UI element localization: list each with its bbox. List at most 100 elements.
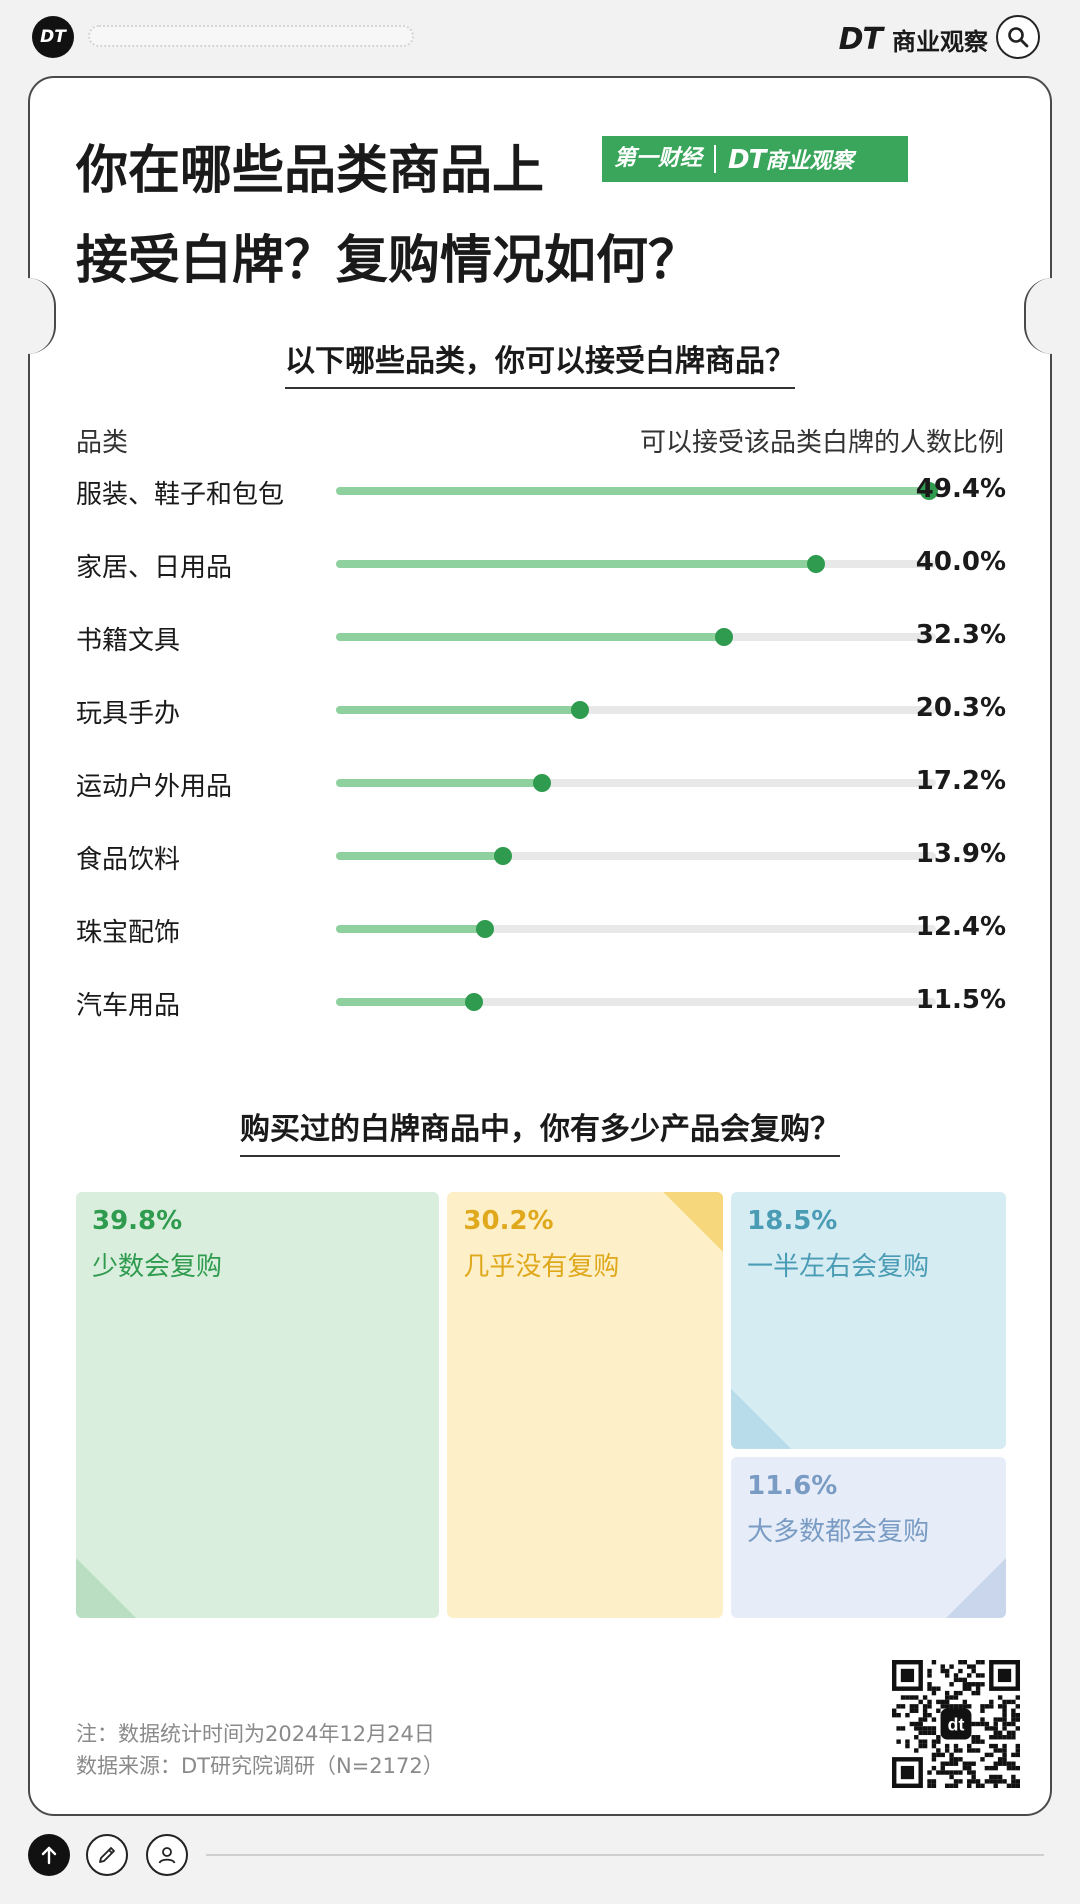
bar-row: 食品饮料 13.9% xyxy=(76,835,1006,875)
badge-yicai: 第一财经 xyxy=(602,145,717,173)
bar-fill xyxy=(336,487,929,495)
bar-fill xyxy=(336,998,474,1006)
bar-end-dot xyxy=(465,993,483,1011)
infographic-card: 你在哪些品类商品上 接受白牌？复购情况如何？ 第一财经 DT商业观察 以下哪些品… xyxy=(28,76,1052,1816)
edit-button[interactable] xyxy=(86,1834,128,1876)
bar-fill xyxy=(336,706,580,714)
bar-track xyxy=(336,701,936,719)
bar-track xyxy=(336,555,936,573)
card-notch-left xyxy=(28,278,56,354)
section1-title: 以下哪些品类，你可以接受白牌商品？ xyxy=(30,336,1050,389)
brand-name: 商业观察 xyxy=(892,28,988,56)
bar-fill xyxy=(336,852,503,860)
bar-value-label: 13.9% xyxy=(915,839,1006,869)
search-icon xyxy=(1008,27,1029,48)
bottom-bar xyxy=(0,1834,1080,1904)
bar-row: 服装、鞋子和包包 49.4% xyxy=(76,470,1006,510)
treemap-category-label: 一半左右会复购 xyxy=(747,1252,930,1282)
card-notch-right xyxy=(1024,278,1052,354)
bar-category-label: 服装、鞋子和包包 xyxy=(76,480,285,510)
top-progress-pill xyxy=(88,25,414,47)
bar-value-label: 11.5% xyxy=(915,985,1006,1015)
bar-fill xyxy=(336,779,543,787)
bar-row: 汽车用品 11.5% xyxy=(76,981,1006,1021)
bar-category-label: 汽车用品 xyxy=(76,991,181,1021)
bar-track xyxy=(336,993,936,1011)
badge-dt-name: 商业观察 xyxy=(765,149,854,174)
bar-track xyxy=(336,847,936,865)
bar-row: 珠宝配饰 12.4% xyxy=(76,908,1006,948)
publisher-badge: 第一财经 DT商业观察 xyxy=(602,136,908,182)
upvote-button[interactable] xyxy=(28,1834,70,1876)
bar-value-label: 40.0% xyxy=(915,547,1006,577)
brand-dt: DT xyxy=(838,22,883,57)
tile-fold-corner xyxy=(945,1557,1006,1618)
note-date: 注：数据统计时间为2024年12月24日 xyxy=(76,1722,435,1746)
section1-title-text: 以下哪些品类，你可以接受白牌商品？ xyxy=(285,344,795,389)
bar-end-dot xyxy=(807,555,825,573)
bottom-divider xyxy=(206,1854,1044,1856)
bar-row: 家居、日用品 40.0% xyxy=(76,543,1006,583)
bar-track xyxy=(336,774,936,792)
note-source: 数据来源：DT研究院调研（N=2172） xyxy=(76,1754,444,1778)
bar-category-label: 玩具手办 xyxy=(76,699,181,729)
pencil-icon xyxy=(99,1847,115,1863)
bar-category-label: 家居、日用品 xyxy=(76,553,233,583)
bar-track xyxy=(336,482,938,500)
profile-button[interactable] xyxy=(146,1834,188,1876)
bar-row: 运动户外用品 17.2% xyxy=(76,762,1006,802)
bar-fill xyxy=(336,925,485,933)
treemap-category-label: 少数会复购 xyxy=(92,1252,223,1282)
treemap-value-label: 39.8% xyxy=(92,1206,183,1236)
treemap-tile: 18.5% 一半左右会复购 xyxy=(731,1192,1006,1449)
tile-fold-corner xyxy=(731,1388,792,1449)
col-header-category: 品类 xyxy=(76,428,129,458)
footnotes: 注：数据统计时间为2024年12月24日 数据来源：DT研究院调研（N=2172… xyxy=(76,1718,444,1782)
bar-category-label: 运动户外用品 xyxy=(76,772,233,802)
treemap-value-label: 11.6% xyxy=(747,1470,838,1501)
page-title: 你在哪些品类商品上 接受白牌？复购情况如何？ xyxy=(76,126,700,306)
col-header-ratio: 可以接受该品类白牌的人数比例 xyxy=(639,428,1004,458)
treemap-category-label: 几乎没有复购 xyxy=(463,1252,620,1282)
user-icon xyxy=(158,1847,176,1864)
treemap-category-label: 大多数都会复购 xyxy=(747,1516,930,1547)
bar-fill xyxy=(336,560,816,568)
brand-header: DT 商业观察 xyxy=(839,22,988,57)
qr-code-icon[interactable]: dt xyxy=(892,1660,1020,1788)
bar-row: 书籍文具 32.3% xyxy=(76,616,1006,656)
bar-end-dot xyxy=(570,701,589,719)
treemap-tile: 11.6% 大多数都会复购 xyxy=(731,1456,1006,1618)
section2-title-text: 购买过的白牌商品中，你有多少产品会复购？ xyxy=(240,1112,840,1157)
badge-dt: DT商业观察 xyxy=(716,143,865,175)
bar-value-label: 12.4% xyxy=(915,912,1006,942)
bar-track xyxy=(336,920,936,938)
search-button[interactable] xyxy=(996,15,1040,59)
bar-category-label: 珠宝配饰 xyxy=(76,918,181,948)
bar-value-label: 32.3% xyxy=(915,620,1006,650)
bar-end-dot xyxy=(533,774,552,792)
bar-value-label: 49.4% xyxy=(915,474,1006,504)
tile-fold-corner xyxy=(663,1192,724,1252)
treemap-tile: 30.2% 几乎没有复购 xyxy=(447,1192,724,1618)
bar-category-label: 书籍文具 xyxy=(76,626,181,656)
bar-end-dot xyxy=(919,482,938,500)
bar-end-dot xyxy=(714,628,733,646)
section2-title: 购买过的白牌商品中，你有多少产品会复购？ xyxy=(30,1104,1050,1157)
bar-value-label: 20.3% xyxy=(915,693,1006,723)
bar-end-dot xyxy=(475,920,494,938)
bar-fill xyxy=(336,633,724,641)
svg-text:dt: dt xyxy=(948,1715,965,1735)
dt-logo[interactable]: DT xyxy=(32,16,74,58)
bar-end-dot xyxy=(493,847,512,865)
arrow-up-icon xyxy=(41,1846,57,1865)
badge-dt-mark: DT xyxy=(728,145,766,175)
title-line-2: 接受白牌？复购情况如何？ xyxy=(76,231,701,291)
treemap-value-label: 18.5% xyxy=(747,1206,838,1236)
bar-category-label: 食品饮料 xyxy=(76,845,181,875)
treemap-value-label: 30.2% xyxy=(463,1206,554,1236)
top-bar: DT DT 商业观察 xyxy=(0,0,1080,76)
bar-value-label: 17.2% xyxy=(915,766,1006,796)
treemap-tile: 39.8% 少数会复购 xyxy=(76,1192,440,1618)
bar-track xyxy=(336,628,936,646)
title-line-1: 你在哪些品类商品上 xyxy=(76,141,545,201)
